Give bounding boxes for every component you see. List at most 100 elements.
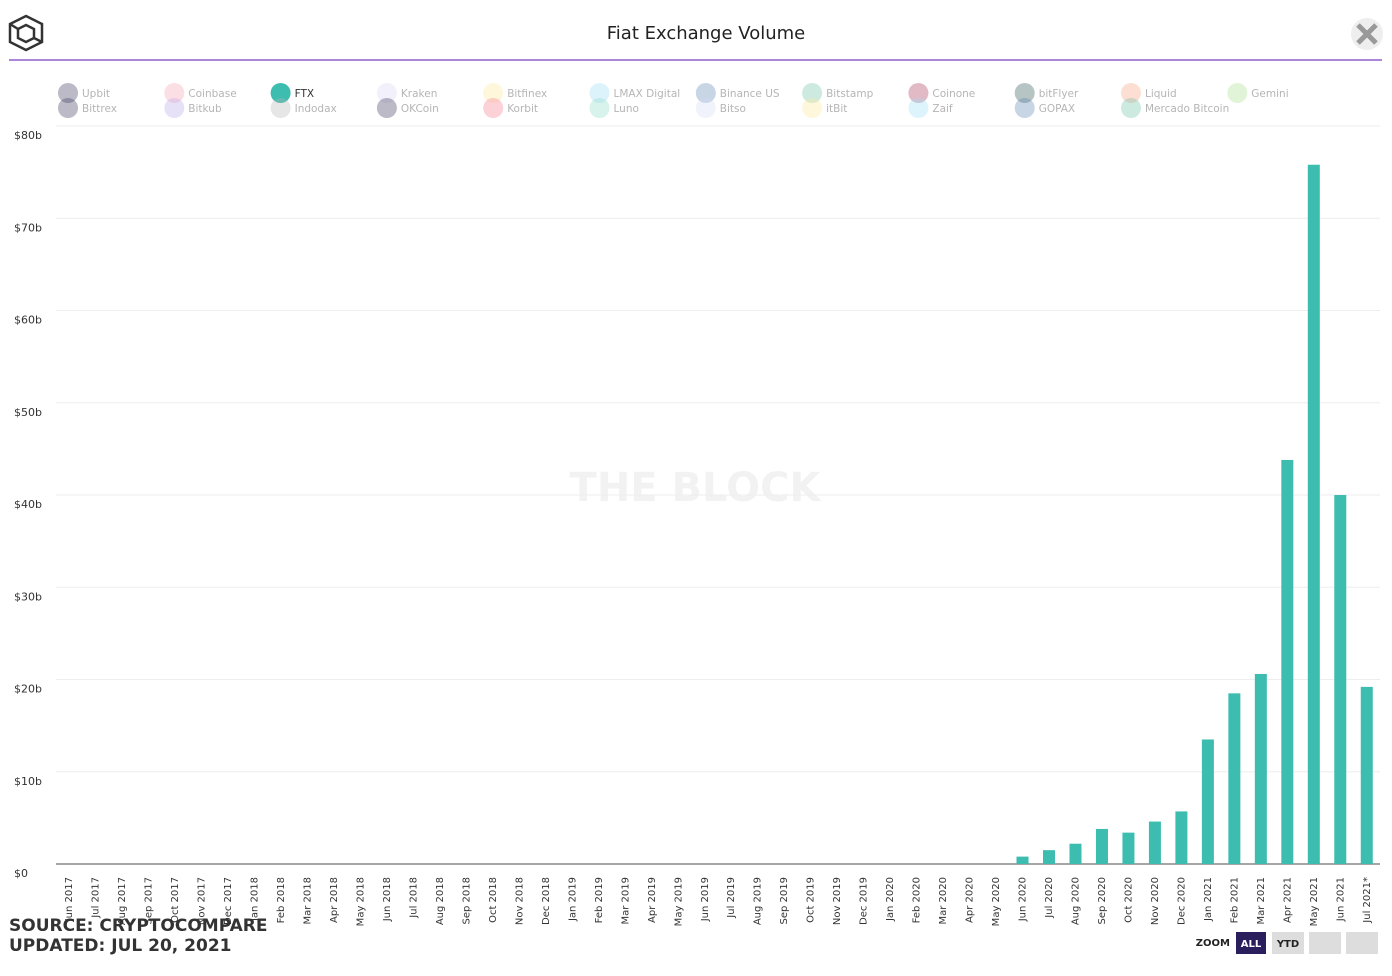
x-tick-label: May 2018	[356, 877, 367, 926]
x-tick-label: Aug 2020	[1070, 877, 1081, 925]
bar	[1228, 693, 1241, 864]
legend-marker[interactable]	[589, 98, 610, 118]
zoom-button[interactable]	[1346, 932, 1378, 954]
x-tick-label: Oct 2017	[170, 877, 181, 923]
legend-marker[interactable]	[164, 83, 185, 103]
legend-marker[interactable]	[1121, 98, 1141, 118]
zoom-label: ZOOM	[1196, 938, 1230, 949]
x-tick-label: Dec 2019	[859, 877, 870, 925]
legend-label[interactable]: FTX	[295, 88, 314, 100]
legend-label[interactable]: Mercado Bitcoin	[1145, 103, 1229, 115]
zoom-all-label[interactable]: ALL	[1241, 939, 1262, 950]
legend-marker[interactable]	[908, 98, 929, 118]
legend-label[interactable]: Upbit	[82, 88, 110, 100]
bar	[1016, 856, 1029, 864]
legend-label[interactable]: Bitstamp	[826, 88, 873, 100]
x-tick-label: May 2019	[673, 877, 684, 926]
legend-label[interactable]: Indodax	[295, 103, 337, 115]
legend-marker[interactable]	[376, 83, 397, 103]
legend-label[interactable]: Bitfinex	[507, 88, 547, 100]
bar	[1307, 164, 1320, 864]
x-tick-label: Sep 2017	[144, 877, 155, 924]
x-tick-label: Dec 2020	[1176, 877, 1187, 925]
x-tick-label: Mar 2019	[620, 877, 631, 925]
x-tick-label: Sep 2020	[1097, 877, 1108, 924]
bar	[1148, 821, 1161, 864]
legend-label[interactable]: Coinone	[932, 88, 975, 100]
x-tick-label: Jul 2021*	[1362, 877, 1373, 924]
legend-marker[interactable]	[908, 83, 929, 103]
x-tick-label: Oct 2018	[488, 877, 499, 923]
zoom-ytd[interactable]	[1272, 932, 1304, 954]
legend-label[interactable]: itBit	[826, 103, 847, 115]
legend-marker[interactable]	[695, 98, 716, 118]
legend-marker[interactable]	[270, 83, 291, 103]
x-tick-label: Apr 2021	[1282, 877, 1293, 923]
legend-label[interactable]: Bittrex	[82, 103, 117, 115]
legend-marker[interactable]	[58, 98, 78, 118]
legend-label[interactable]: LMAX Digital	[614, 88, 681, 100]
legend-marker[interactable]	[1014, 83, 1035, 103]
legend-label[interactable]: Bitso	[720, 103, 746, 115]
x-tick-label: Apr 2018	[329, 877, 340, 923]
x-tick-label: Jun 2018	[382, 877, 393, 922]
close-button[interactable]	[1351, 18, 1383, 50]
x-tick-label: Dec 2018	[541, 877, 552, 925]
legend-marker[interactable]	[802, 98, 823, 118]
x-tick-label: Nov 2019	[832, 877, 843, 925]
legend-label[interactable]: bitFlyer	[1039, 88, 1079, 100]
legend-label[interactable]: OKCoin	[401, 103, 439, 115]
x-tick-label: Feb 2020	[912, 877, 923, 923]
x-tick-label: Jun 2020	[1018, 877, 1029, 922]
legend-label[interactable]: Coinbase	[188, 88, 236, 100]
legend-marker[interactable]	[1121, 83, 1141, 103]
y-tick-label: $60b	[14, 314, 42, 327]
zoom-all[interactable]	[1236, 932, 1266, 954]
y-tick-label: $70b	[14, 221, 42, 234]
bar	[1175, 811, 1188, 864]
y-tick-label: $10b	[14, 775, 42, 788]
x-tick-label: Jun 2021	[1335, 877, 1346, 922]
legend-marker[interactable]	[483, 98, 504, 118]
legend-marker[interactable]	[164, 98, 185, 118]
legend-marker[interactable]	[695, 83, 716, 103]
legend-marker[interactable]	[483, 83, 504, 103]
x-tick-label: Feb 2021	[1229, 877, 1240, 923]
y-tick-label: $50b	[14, 406, 42, 419]
x-tick-label: Jan 2019	[567, 877, 578, 922]
legend-label[interactable]: Liquid	[1145, 88, 1177, 100]
legend-label[interactable]: Kraken	[401, 88, 437, 100]
legend-label[interactable]: Zaif	[932, 103, 953, 115]
source: SOURCE: CRYPTOCOMPARE	[9, 916, 267, 936]
legend-marker[interactable]	[58, 83, 78, 103]
x-tick-label: Apr 2019	[647, 877, 658, 923]
x-tick-label: Jun 2017	[64, 877, 75, 922]
legend-marker[interactable]	[1227, 83, 1248, 103]
bar	[1043, 850, 1055, 864]
x-tick-label: Jan 2018	[250, 877, 261, 922]
x-tick-label: Nov 2018	[514, 877, 525, 925]
bar	[1095, 828, 1108, 864]
x-tick-label: Oct 2020	[1123, 877, 1134, 923]
legend-marker[interactable]	[270, 98, 291, 118]
legend-marker[interactable]	[589, 83, 610, 103]
legend-marker[interactable]	[376, 98, 397, 118]
bar	[1069, 843, 1082, 864]
legend-label[interactable]: Binance US	[720, 88, 780, 100]
zoom-button[interactable]	[1309, 932, 1341, 954]
zoom-ytd-label[interactable]: YTD	[1276, 939, 1299, 950]
legend-label[interactable]: Gemini	[1251, 88, 1288, 100]
legend-marker[interactable]	[1014, 98, 1035, 118]
x-tick-label: May 2021	[1309, 877, 1320, 926]
legend-marker[interactable]	[802, 83, 823, 103]
x-tick-label: Mar 2018	[303, 877, 314, 925]
x-tick-label: Dec 2017	[223, 877, 234, 925]
legend-label[interactable]: GOPAX	[1039, 103, 1075, 115]
x-tick-label: Jul 2019	[726, 877, 737, 919]
y-tick-label: $20b	[14, 683, 42, 696]
legend-label[interactable]: Luno	[614, 103, 639, 115]
legend-label[interactable]: Bitkub	[188, 103, 222, 115]
x-tick-label: Jul 2020	[1044, 877, 1055, 919]
legend-label[interactable]: Korbit	[507, 103, 538, 115]
x-tick-label: Nov 2017	[197, 877, 208, 925]
